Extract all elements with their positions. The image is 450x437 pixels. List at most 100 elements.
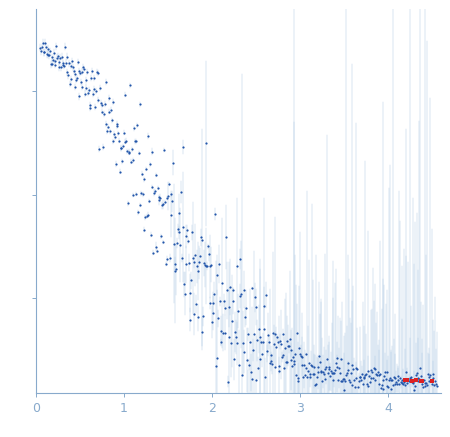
Point xyxy=(415,375,422,382)
Point xyxy=(398,380,405,387)
Point xyxy=(253,337,261,344)
Point xyxy=(162,198,169,205)
Point xyxy=(424,370,432,377)
Point xyxy=(212,211,219,218)
Point xyxy=(333,363,340,370)
Point xyxy=(418,377,426,384)
Point xyxy=(361,371,369,378)
Point xyxy=(56,58,63,65)
Point xyxy=(431,381,438,388)
Point xyxy=(193,263,200,270)
Point xyxy=(149,249,157,256)
Point xyxy=(412,371,419,378)
Point xyxy=(201,261,208,268)
Point xyxy=(432,378,439,385)
Point xyxy=(117,145,124,152)
Point xyxy=(67,76,74,83)
Point xyxy=(255,326,262,333)
Point xyxy=(47,61,54,68)
Point xyxy=(38,48,45,55)
Point xyxy=(178,255,185,262)
Point xyxy=(354,366,361,373)
Point xyxy=(362,371,369,378)
Point xyxy=(107,128,114,135)
Point xyxy=(419,383,427,390)
Point xyxy=(41,39,49,46)
Point xyxy=(172,267,179,274)
Point xyxy=(207,299,214,306)
Point xyxy=(400,381,407,388)
Point xyxy=(130,191,137,198)
Point xyxy=(206,263,213,270)
Point xyxy=(318,368,325,375)
Point xyxy=(408,374,415,381)
Point xyxy=(190,311,197,318)
Point xyxy=(144,132,151,139)
Point xyxy=(272,331,279,338)
Point xyxy=(211,290,218,297)
Point xyxy=(154,184,162,191)
Point xyxy=(183,261,190,268)
Point xyxy=(289,353,297,360)
Point xyxy=(271,363,278,370)
Point xyxy=(162,260,170,267)
Point xyxy=(328,370,335,377)
Point xyxy=(279,351,286,358)
Point xyxy=(324,355,331,362)
Point xyxy=(240,286,247,293)
Point xyxy=(336,370,343,377)
Point xyxy=(297,350,304,357)
Point xyxy=(365,373,373,380)
Point xyxy=(222,329,229,336)
Point xyxy=(122,137,130,144)
Point xyxy=(199,313,207,320)
Point xyxy=(282,358,289,365)
Point xyxy=(91,86,98,93)
Point xyxy=(77,79,85,86)
Point xyxy=(347,370,355,377)
Point xyxy=(88,75,95,82)
Point xyxy=(284,337,291,344)
Point xyxy=(386,374,393,381)
Point xyxy=(106,108,113,115)
Point xyxy=(345,366,352,373)
Point xyxy=(166,180,173,187)
Point xyxy=(307,374,314,381)
Point xyxy=(76,69,84,76)
Point xyxy=(210,309,217,316)
Point xyxy=(413,370,420,377)
Point xyxy=(383,368,390,375)
Point xyxy=(147,231,154,238)
Point xyxy=(263,390,270,397)
Point xyxy=(45,52,53,59)
Point xyxy=(411,386,418,393)
Point xyxy=(44,45,51,52)
Point xyxy=(68,57,76,64)
Point xyxy=(369,369,376,376)
Point xyxy=(414,378,421,385)
Point xyxy=(425,374,432,381)
Point xyxy=(377,370,384,377)
Point xyxy=(135,149,143,156)
Point xyxy=(342,371,350,378)
Point xyxy=(235,361,243,368)
Point xyxy=(143,212,150,219)
Point xyxy=(392,378,400,385)
Point xyxy=(155,194,162,201)
Point xyxy=(364,368,372,375)
Point xyxy=(388,376,396,383)
Point xyxy=(216,260,223,267)
Point xyxy=(148,184,155,191)
Point xyxy=(138,190,145,197)
Point xyxy=(406,378,413,385)
Point xyxy=(184,237,192,244)
Point xyxy=(156,197,163,204)
Point xyxy=(169,198,176,205)
Point xyxy=(417,372,424,379)
Point xyxy=(196,259,203,266)
Point xyxy=(139,170,146,177)
Point xyxy=(325,366,332,373)
Point xyxy=(134,122,141,129)
Point xyxy=(131,138,139,145)
Point xyxy=(239,340,247,347)
